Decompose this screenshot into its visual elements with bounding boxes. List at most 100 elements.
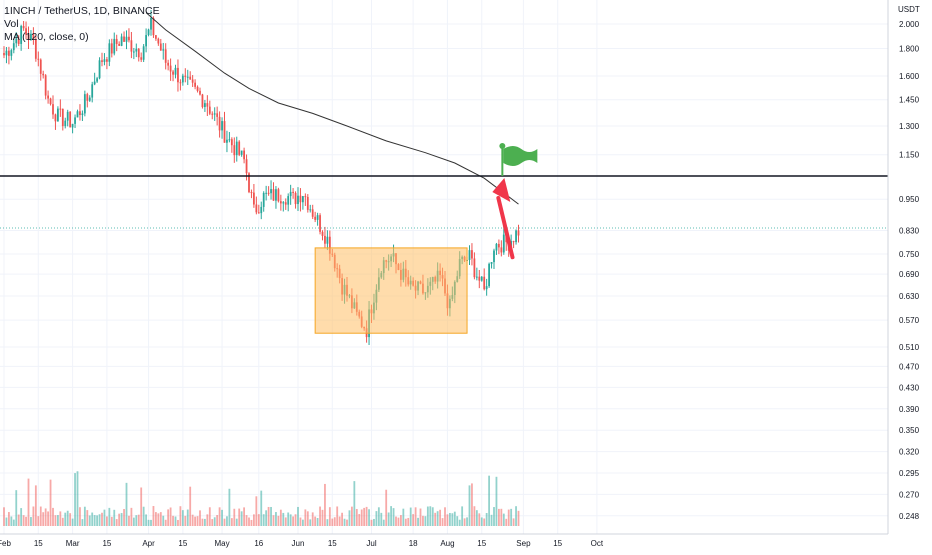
volume-bar (397, 517, 400, 526)
candle-body (157, 38, 160, 44)
indicator-vol[interactable]: Vol (4, 18, 19, 30)
volume-bar (267, 506, 270, 526)
candle-body (81, 113, 84, 116)
candle-body (498, 243, 500, 248)
candle-body (17, 38, 20, 44)
volume-bar (91, 512, 94, 526)
volume-bar (358, 514, 361, 526)
candle-body (164, 49, 167, 63)
volume-bar (429, 506, 432, 526)
candle-body (22, 25, 25, 29)
candle-body (8, 50, 10, 56)
candle-body (184, 75, 187, 77)
volume-bar (488, 475, 490, 526)
volume-bar (414, 507, 417, 526)
target-arrowhead (492, 178, 511, 202)
volume-bar (120, 513, 123, 526)
volume-bar (257, 514, 260, 526)
volume-bar (243, 507, 245, 526)
volume-bar (118, 513, 121, 526)
volume-bar (135, 515, 138, 526)
volume-bar (196, 516, 199, 526)
indicator-ma[interactable]: MA (120, close, 0) (4, 31, 89, 43)
volume-bar (417, 517, 419, 526)
time-tick-label: 15 (477, 539, 486, 548)
volume-bar (500, 508, 503, 526)
candle-body (162, 49, 165, 51)
time-tick-label: 18 (409, 539, 418, 548)
candle-body (125, 36, 128, 42)
candle-body (253, 192, 255, 205)
volume-bar (76, 471, 79, 526)
candle-body (289, 191, 292, 197)
candle-body (54, 114, 57, 122)
candle-body (230, 139, 233, 146)
price-axis-bg (888, 0, 932, 550)
candle-body (79, 111, 81, 116)
volume-bar (483, 518, 486, 526)
candle-body (216, 113, 219, 117)
volume-bar (270, 506, 272, 526)
volume-bar (275, 512, 277, 526)
range-box (314, 247, 468, 334)
candle-body (101, 60, 103, 62)
volume-bar (265, 510, 268, 526)
volume-bar (204, 518, 206, 526)
volume-bar (5, 517, 8, 526)
candle-body (500, 247, 503, 253)
candle-body (113, 38, 116, 54)
volume-bar (475, 510, 478, 526)
time-tick-label: Mar (66, 539, 80, 548)
candle-body (306, 196, 309, 210)
volume-bar (115, 519, 118, 526)
candle-body (39, 59, 42, 74)
volume-bar (498, 508, 500, 526)
volume-bar (110, 516, 113, 526)
price-tick-label: 0.270 (899, 490, 920, 499)
candle-body (123, 36, 125, 42)
price-tick-label: 0.570 (899, 316, 920, 325)
candle-body (27, 34, 30, 41)
candle-body (294, 192, 297, 205)
volume-bar (449, 512, 451, 526)
volume-bar (510, 508, 513, 526)
candle-body (118, 43, 121, 46)
candle-body (106, 59, 108, 62)
volume-bar (59, 511, 62, 526)
candle-body (47, 95, 49, 99)
volume-bar (79, 507, 81, 526)
volume-bar (44, 508, 47, 526)
volume-bar (461, 506, 464, 526)
time-tick-label: 15 (102, 539, 111, 548)
candle-body (49, 98, 52, 105)
volume-bar (71, 518, 74, 526)
volume-bar (485, 513, 488, 526)
volume-bar (282, 512, 285, 526)
volume-bar (152, 506, 155, 526)
candle-body (15, 38, 18, 44)
candle-body (223, 121, 226, 143)
ma-line (145, 12, 519, 205)
candle-body (319, 215, 321, 232)
volume-bar (458, 519, 461, 526)
volume-bar (130, 507, 133, 526)
volume-bar (39, 506, 42, 526)
candle-body (140, 57, 143, 60)
volume-bar (113, 509, 116, 526)
candle-body (490, 262, 493, 264)
candle-body (255, 204, 258, 213)
candle-body (321, 231, 324, 236)
candle-body (309, 209, 312, 211)
candle-body (267, 192, 270, 194)
volume-bar (412, 514, 415, 526)
candle-body (262, 192, 265, 207)
volume-bar (404, 518, 407, 526)
candle-body (240, 150, 243, 155)
candle-body (302, 196, 304, 203)
symbol-line[interactable]: 1INCH / TetherUS, 1D, BINANCE (4, 5, 160, 17)
candle-body (135, 48, 138, 52)
candle-body (93, 81, 96, 85)
candle-body (44, 75, 47, 96)
